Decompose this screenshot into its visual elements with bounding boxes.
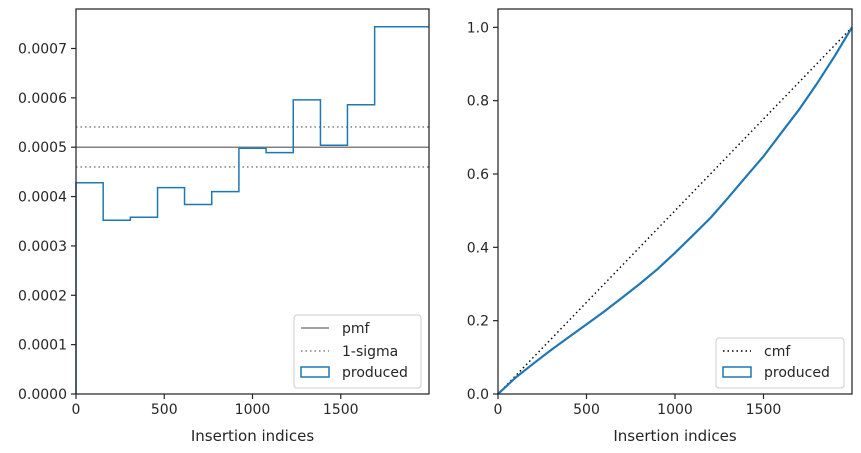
- left-x-axis-label: Insertion indices: [191, 427, 314, 445]
- left-subplot: 0 500 1000 1500 0.0000 0.0001 0.0002 0.0003 0.00…: [18, 8, 430, 445]
- left-legend: pmf 1-sigma produced: [293, 314, 422, 389]
- legend-pmf-label: pmf: [342, 321, 371, 337]
- y-tick-label: 0.0001: [18, 338, 67, 354]
- right-legend-box: [715, 337, 845, 389]
- x-tick-label: 1000: [657, 402, 693, 418]
- y-tick-label: 0.6: [467, 167, 489, 183]
- y-tick-label: 0.0006: [18, 91, 67, 107]
- produced-cumulative-series: [497, 26, 853, 395]
- x-tick-label: 1500: [323, 402, 359, 418]
- x-tick-label: 1000: [235, 402, 271, 418]
- legend-cmf-label: cmf: [764, 344, 791, 360]
- y-tick-label: 0.8: [467, 94, 489, 110]
- y-tick-label: 0.2: [467, 314, 489, 330]
- left-legend-box: [293, 314, 422, 389]
- y-tick-label: 0.0004: [18, 190, 67, 206]
- x-tick-label: 1500: [746, 402, 782, 418]
- left-plot-area: [75, 26, 429, 394]
- left-ticks: 0 500 1000 1500 0.0000 0.0001 0.0002 0.0003 0.00…: [18, 41, 359, 418]
- x-tick-label: 0: [494, 402, 503, 418]
- y-tick-label: 0.0002: [18, 288, 67, 304]
- right-x-axis-label: Insertion indices: [613, 427, 736, 445]
- y-tick-label: 0.0007: [18, 41, 67, 57]
- produced-step-series: [75, 26, 429, 394]
- y-tick-label: 0.0003: [18, 239, 67, 255]
- left-axes-frame: [75, 8, 430, 395]
- y-tick-label: 0.0005: [18, 140, 67, 156]
- legend-produced-label: produced: [342, 365, 408, 381]
- legend-produced-swatch-right: [722, 366, 752, 378]
- right-subplot: 0 500 1000 1500 0.0 0.2 0.4 0.6 0.8 1.0 Insertion…: [467, 8, 853, 445]
- right-plot-area: [497, 26, 853, 395]
- y-tick-label: 0.0: [467, 387, 489, 403]
- x-tick-label: 500: [151, 402, 178, 418]
- x-tick-label: 0: [72, 402, 81, 418]
- right-axes-frame: [497, 8, 853, 395]
- y-tick-label: 1.0: [467, 20, 489, 36]
- legend-sigma-label: 1-sigma: [342, 344, 398, 360]
- x-tick-label: 500: [573, 402, 600, 418]
- y-tick-label: 0.0000: [18, 387, 67, 403]
- right-ticks: 0 500 1000 1500 0.0 0.2 0.4 0.6 0.8 1.0: [467, 20, 782, 418]
- y-tick-label: 0.4: [467, 240, 489, 256]
- legend-produced-label-right: produced: [764, 365, 830, 381]
- legend-produced-swatch: [300, 366, 330, 378]
- right-legend: cmf produced: [715, 337, 845, 389]
